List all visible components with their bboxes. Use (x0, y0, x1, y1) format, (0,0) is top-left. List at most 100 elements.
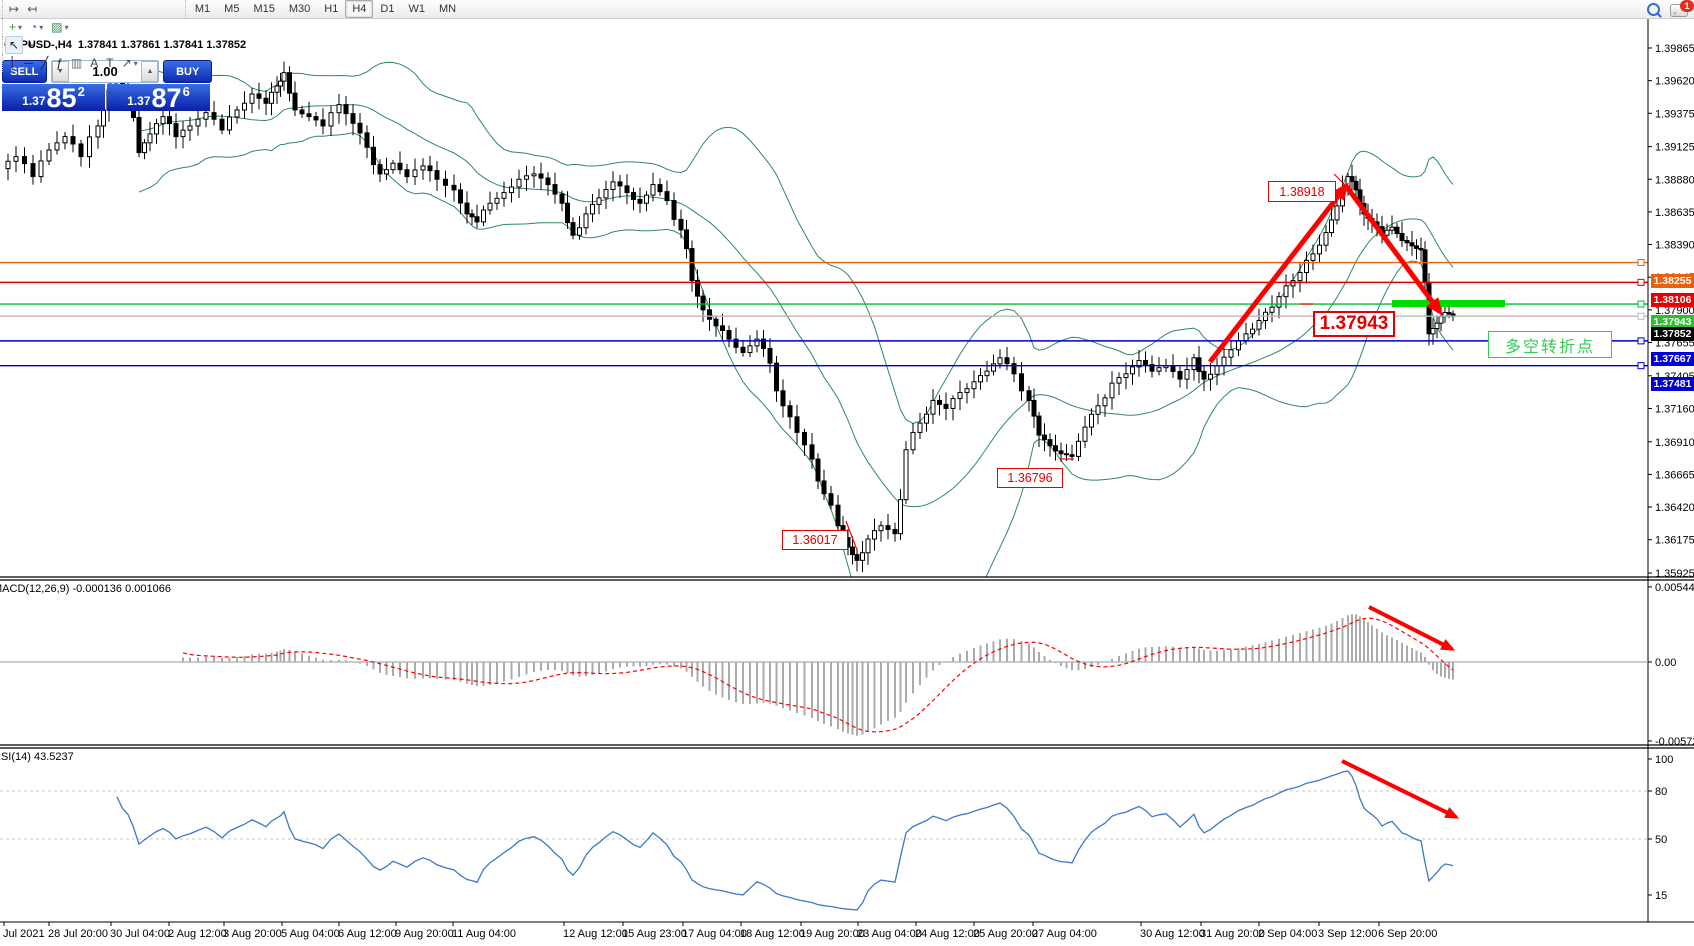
cycle-lines-icon: ▥ (70, 56, 83, 70)
vline-icon: │ (9, 56, 17, 70)
y-axis-tick: 1.35925 (1655, 568, 1694, 580)
trendline-button[interactable]: ╱ (37, 54, 52, 72)
cycle-lines-button[interactable]: ▥ (67, 54, 86, 72)
timeframe-m30-button[interactable]: M30 (288, 3, 311, 15)
volume-increase-button[interactable]: ▲ (141, 61, 159, 82)
crosshair-button[interactable]: + (23, 36, 38, 54)
y-axis-tick: 1.38880 (1655, 174, 1694, 186)
macd-scale-label: 0.005444 (1655, 582, 1694, 594)
time-axis-label: 25 Aug 20:00 (973, 928, 1038, 940)
fibonacci-icon: ƒ (56, 56, 63, 70)
timeframe-w1-button[interactable]: W1 (408, 3, 425, 15)
y-axis-tick: 1.37900 (1655, 305, 1694, 317)
sell-price-prefix: 1.37 (22, 94, 46, 108)
add-indicator-icon: + (9, 20, 17, 34)
timeframe-m1-button[interactable]: M1 (194, 3, 211, 15)
timeframe-mn-button[interactable]: MN (438, 3, 457, 15)
volume-stepper[interactable]: ▼ 1.00 ▲ (50, 60, 160, 83)
y-axis-tick: 1.36665 (1655, 469, 1694, 481)
macd-scale-label: 0.00 (1655, 657, 1676, 669)
annotation-label: 多空转折点 (1488, 331, 1612, 358)
price-level-badge: 1.37852 (1651, 327, 1694, 342)
cursor-icon: ↖ (9, 38, 20, 52)
volume-decrease-button[interactable]: ▼ (51, 61, 69, 82)
macd-pane (0, 614, 1648, 736)
timeframe-m5-button[interactable]: M5 (224, 3, 240, 15)
text-label-button[interactable]: T (102, 54, 117, 72)
y-axis-tick: 1.36420 (1655, 502, 1694, 514)
period-icon: ◔ (30, 20, 38, 34)
dropdown-caret-icon: ▾ (18, 22, 23, 32)
cursor-button[interactable]: ↖ (5, 36, 24, 54)
rsi-scale-label: 15 (1655, 890, 1667, 902)
sell-price-sup: 2 (77, 84, 85, 99)
buy-button[interactable]: BUY (163, 60, 212, 83)
time-axis-label: 3 Aug 20:00 (223, 928, 282, 940)
notifications-icon[interactable]: 1 (1670, 0, 1694, 17)
arrows-button[interactable]: ↗ ▾ (118, 54, 142, 72)
timeframe-d1-button[interactable]: D1 (380, 3, 395, 15)
time-axis-label: 28 Jul 20:00 (48, 928, 108, 940)
one-click-trade-panel: SELL ▼ 1.00 ▲ BUY 1.37 85 2 1.37 87 6 (2, 60, 212, 113)
annotation-label: 1.36796 (997, 468, 1063, 488)
y-axis-tick: 1.36175 (1655, 535, 1694, 547)
volume-value[interactable]: 1.00 (92, 64, 118, 79)
buy-price-prefix: 1.37 (127, 94, 151, 108)
price-chart-canvas[interactable]: 1.39865 1.39620 1.39375 1.39125 1.38880 1.386… (0, 18, 1694, 946)
dropdown-caret-icon: ▾ (39, 22, 44, 32)
price-level-badge: 1.37943 (1651, 315, 1694, 330)
fibonacci-button[interactable]: ƒ (52, 54, 67, 72)
sell-price-display[interactable]: 1.37 85 2 (2, 84, 105, 112)
text-button[interactable]: A (86, 54, 102, 72)
time-axis-label: 5 Aug 04:00 (281, 928, 340, 940)
timeframe-h1-button[interactable]: H1 (324, 3, 339, 15)
rsi-scale-label: 50 (1655, 834, 1667, 846)
template-icon: ▨ (51, 20, 63, 34)
quote-ohlc: 1.37841 1.37861 1.37841 1.37852 (77, 39, 247, 51)
rsi-scale-label: 100 (1655, 754, 1673, 766)
time-axis-label: 18 Aug 12:00 (740, 928, 805, 940)
time-axis-label: 30 Aug 12:00 (1140, 928, 1205, 940)
time-axis-label: 2 Sep 04:00 (1258, 928, 1317, 940)
text-icon: A (90, 56, 99, 70)
annotation-label: 1.38918 (1268, 181, 1336, 202)
crosshair-icon: + (27, 38, 35, 52)
timeframe-h4-button[interactable]: H4 (345, 0, 374, 18)
time-axis-label: 6 Sep 20:00 (1378, 928, 1437, 940)
y-axis-tick: 1.39125 (1655, 142, 1694, 154)
chart-shift-button[interactable]: ↤ (23, 0, 41, 18)
time-axis-label: 9 Aug 20:00 (395, 928, 454, 940)
period-button[interactable]: ◔ ▾ (26, 18, 47, 36)
dropdown-caret-icon: ▾ (64, 22, 69, 32)
time-axis-label: 15 Aug 23:00 (622, 928, 687, 940)
toolbar-right: 1 (1647, 0, 1694, 17)
macd-scale-label: -0.005721 (1655, 736, 1694, 748)
y-axis-tick: 1.38635 (1655, 207, 1694, 219)
toolbar: ▤新订单◆▣◉◍自动交易╫▮∿⊕⊖▦↦↤+▾◔▾▨▾↖+│─╱ƒ▥AT↗▾ M1… (0, 0, 1694, 72)
sell-button[interactable]: SELL (2, 60, 47, 83)
template-button[interactable]: ▨ ▾ (47, 18, 72, 36)
chart-shift-icon: ↤ (27, 2, 38, 16)
y-axis-tick: 1.38390 (1655, 240, 1694, 252)
time-axis-label: 19 Aug 20:00 (800, 928, 865, 940)
auto-scroll-icon: ↦ (9, 2, 20, 16)
time-axis-label: 2 Aug 12:00 (168, 928, 227, 940)
time-axis-label: 23 Aug 04:00 (857, 928, 922, 940)
arrows-icon: ↗ (121, 56, 132, 70)
add-indicator-button[interactable]: + ▾ (5, 18, 26, 36)
time-axis-label: 12 Aug 12:00 (563, 928, 628, 940)
toolbar-icons: ▤新订单◆▣◉◍自动交易╫▮∿⊕⊖▦↦↤+▾◔▾▨▾↖+│─╱ƒ▥AT↗▾ (0, 0, 183, 72)
auto-scroll-button[interactable]: ↦ (5, 0, 23, 18)
hline-button[interactable]: ─ (21, 54, 38, 72)
buy-price-display[interactable]: 1.37 87 6 (107, 83, 210, 113)
time-axis-label: Jul 2021 (3, 928, 45, 940)
vline-button[interactable]: │ (5, 54, 21, 72)
timeframe-m15-button[interactable]: M15 (253, 3, 275, 15)
text-label-icon: T (106, 56, 114, 70)
time-axis-label: 24 Aug 12:00 (915, 928, 980, 940)
time-axis-label: 17 Aug 04:00 (682, 928, 747, 940)
search-icon[interactable] (1647, 2, 1660, 16)
buy-price-big: 87 (151, 83, 182, 113)
chart-area[interactable]: 1.39865 1.39620 1.39375 1.39125 1.38880 1.386… (0, 18, 1694, 946)
y-axis-tick: 1.39865 (1655, 43, 1694, 55)
